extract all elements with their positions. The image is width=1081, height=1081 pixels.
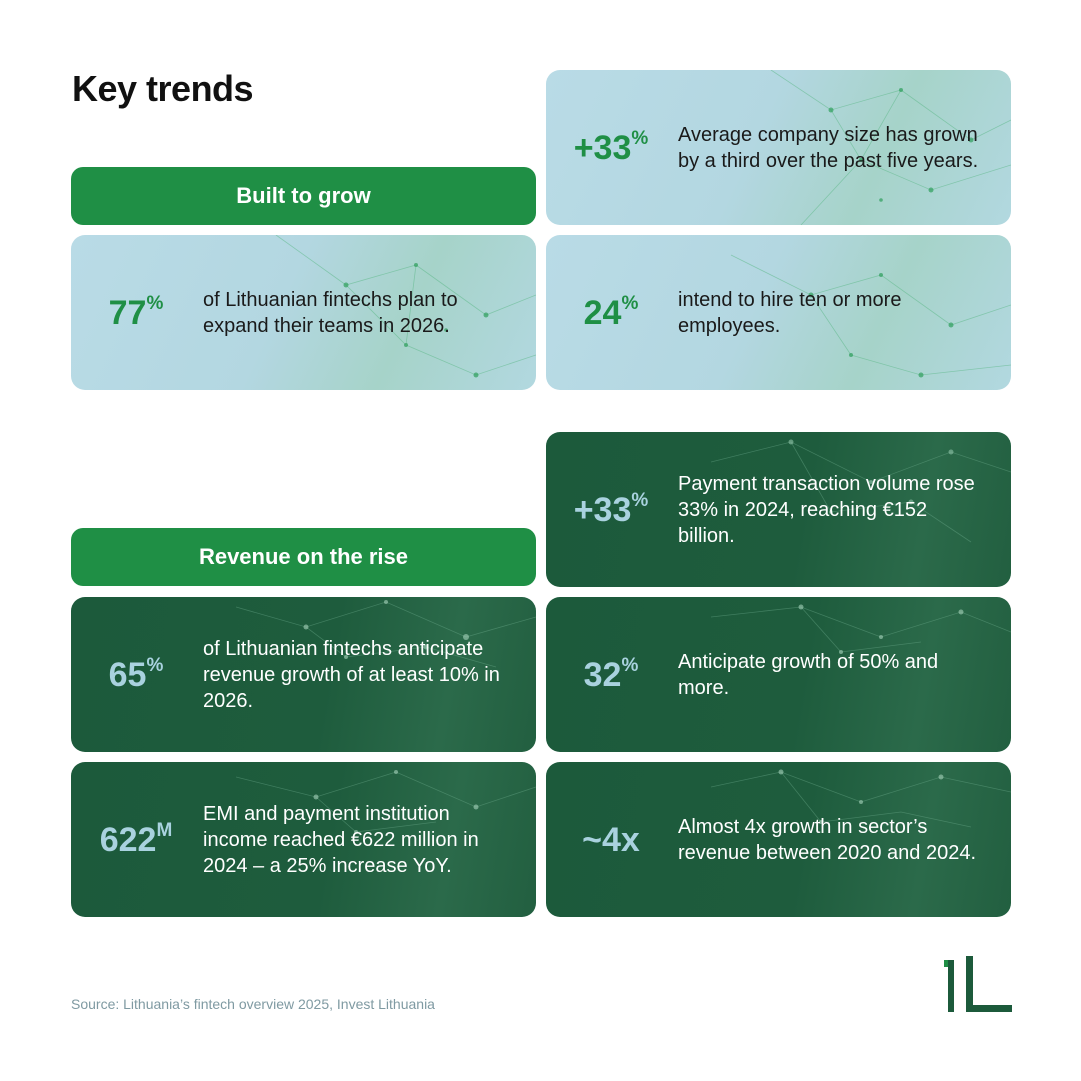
stat-value: 77% [108,292,164,332]
stat-description: Almost 4x growth in sector’s revenue bet… [678,815,977,864]
stat-card-emi-income: 622M EMI and payment institution income … [71,762,536,917]
stat-description: of Lithuanian fintechs plan to expand th… [203,288,458,337]
stat-value: 65% [108,654,164,694]
stat-card-transaction-volume: +33% Payment transaction volume rose 33%… [546,432,1011,587]
section-pill-revenue-on-the-rise: Revenue on the rise [71,528,536,586]
stat-value: 622M [99,819,173,859]
stat-description: EMI and payment institution income reach… [203,802,479,877]
stat-card-company-size: +33% Average company size has grown by a… [546,70,1011,225]
stat-value: +33% [573,489,649,529]
stat-description: intend to hire ten or more employees. [678,288,902,337]
stat-description: of Lithuanian fintechs anticipate revenu… [203,637,500,712]
stat-description: Average company size has grown by a thir… [678,123,979,172]
section-pill-built-to-grow: Built to grow [71,167,536,225]
stat-description: Anticipate growth of 50% and more. [678,650,939,699]
stat-card-high-growth: 32% Anticipate growth of 50% and more. [546,597,1011,752]
stat-value: 24% [583,292,639,332]
stat-value: 32% [583,654,639,694]
stat-card-team-expansion: 77% of Lithuanian fintechs plan to expan… [71,235,536,390]
stat-card-hiring: 24% intend to hire ten or more employees… [546,235,1011,390]
stat-card-revenue-growth: 65% of Lithuanian fintechs anticipate re… [71,597,536,752]
page-title: Key trends [72,68,254,109]
source-note: Source: Lithuania’s fintech overview 202… [71,996,435,1012]
stat-description: Payment transaction volume rose 33% in 2… [678,472,975,547]
stat-value: ~4x [582,820,640,859]
stat-card-sector-revenue: ~4x Almost 4x growth in sector’s revenue… [546,762,1011,917]
invest-lithuania-logo [944,956,1012,1012]
stat-value: +33% [573,127,649,167]
